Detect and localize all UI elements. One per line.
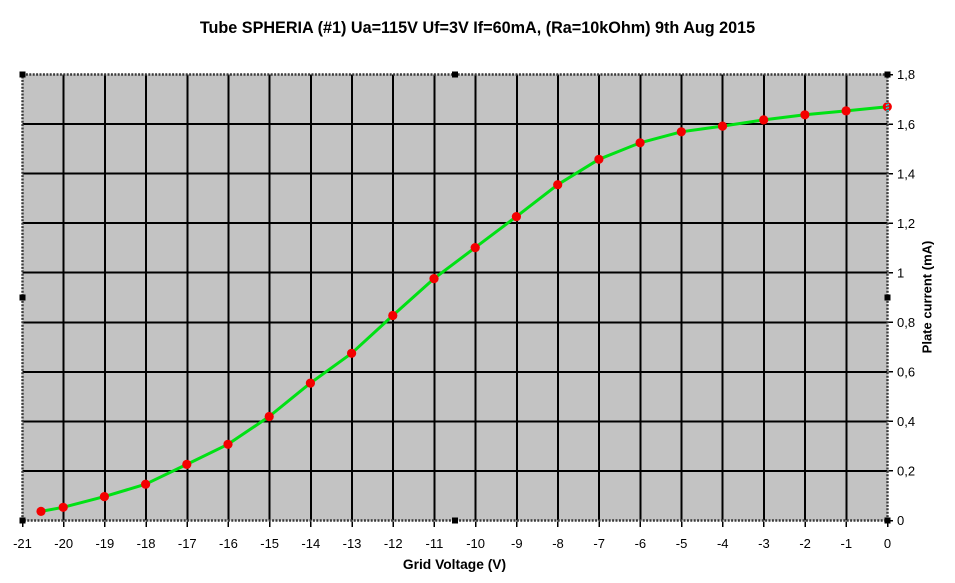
svg-text:-9: -9	[511, 536, 523, 551]
svg-text:-7: -7	[593, 536, 605, 551]
svg-text:-1: -1	[841, 536, 853, 551]
svg-text:0,6: 0,6	[897, 365, 915, 380]
svg-text:-12: -12	[384, 536, 403, 551]
svg-text:-11: -11	[425, 536, 443, 551]
svg-text:Tube SPHERIA (#1) Ua=115V Uf=3: Tube SPHERIA (#1) Ua=115V Uf=3V If=60mA,…	[200, 19, 755, 37]
svg-text:-14: -14	[301, 536, 320, 551]
svg-text:0,2: 0,2	[897, 464, 915, 479]
svg-text:-15: -15	[260, 536, 279, 551]
svg-text:-18: -18	[137, 536, 156, 551]
svg-text:-3: -3	[758, 536, 770, 551]
svg-text:-13: -13	[343, 536, 362, 551]
svg-text:-21: -21	[13, 536, 32, 551]
svg-text:-17: -17	[178, 536, 197, 551]
svg-text:-19: -19	[95, 536, 114, 551]
svg-text:1,8: 1,8	[897, 67, 915, 82]
svg-text:1,6: 1,6	[897, 117, 915, 132]
svg-text:-10: -10	[466, 536, 485, 551]
svg-text:-4: -4	[717, 536, 729, 551]
svg-text:Grid Voltage (V): Grid Voltage (V)	[403, 557, 506, 572]
svg-text:1,4: 1,4	[897, 166, 915, 181]
svg-text:0: 0	[897, 513, 904, 528]
svg-text:-6: -6	[635, 536, 647, 551]
svg-text:-16: -16	[219, 536, 238, 551]
svg-text:1: 1	[897, 265, 904, 280]
svg-text:-2: -2	[799, 536, 811, 551]
svg-text:0: 0	[884, 536, 891, 551]
svg-text:0,8: 0,8	[897, 315, 915, 330]
svg-text:0,4: 0,4	[897, 414, 915, 429]
svg-text:-5: -5	[676, 536, 688, 551]
svg-text:-8: -8	[552, 536, 564, 551]
svg-text:Plate current (mA): Plate current (mA)	[920, 241, 935, 354]
svg-text:-20: -20	[54, 536, 73, 551]
svg-text:1,2: 1,2	[897, 216, 915, 231]
